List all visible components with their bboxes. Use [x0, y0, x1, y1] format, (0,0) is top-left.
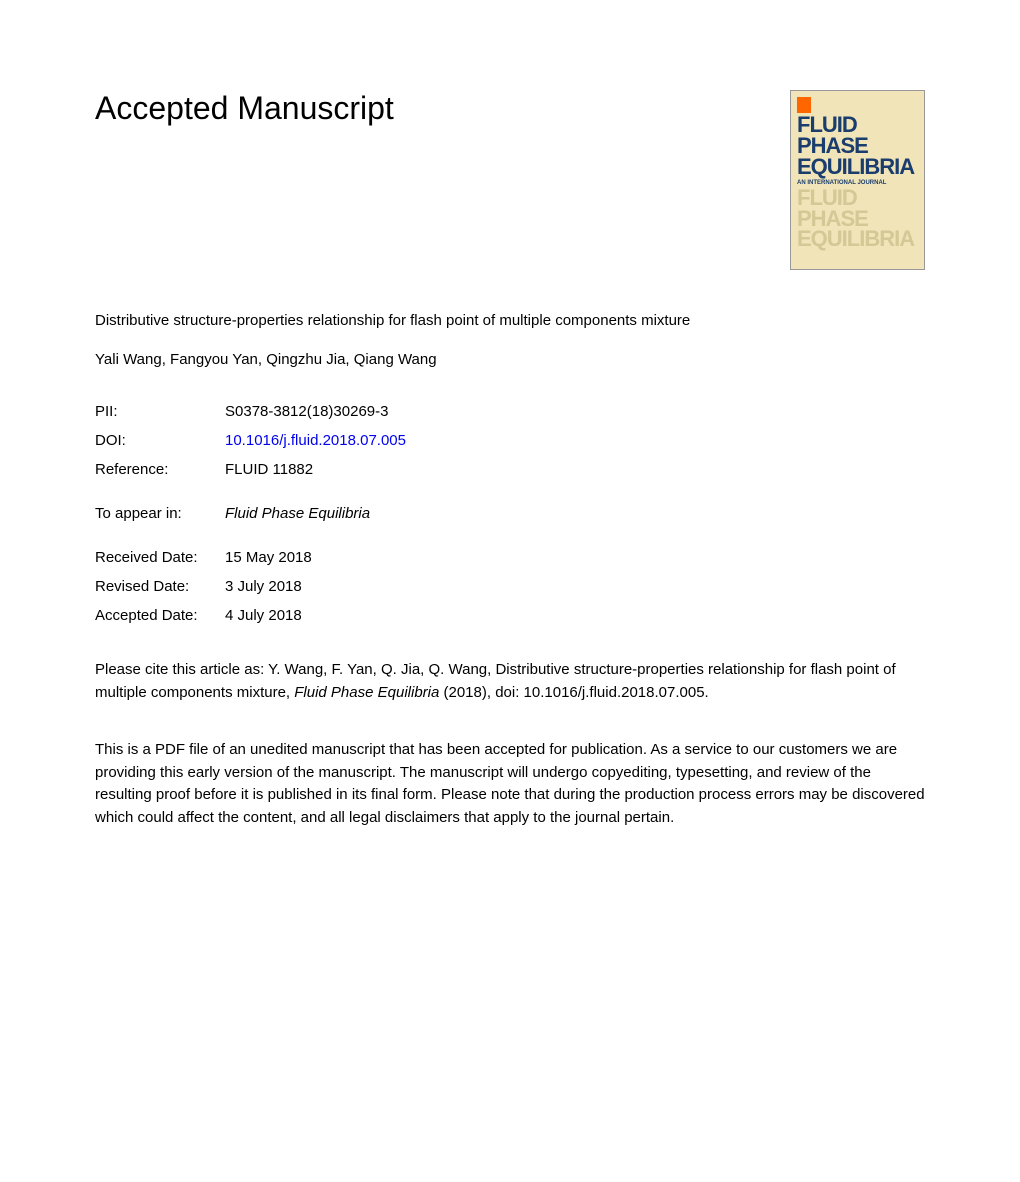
journal-cover: FLUID PHASE EQUILIBRIA AN INTERNATIONAL …	[790, 90, 925, 270]
pii-value: S0378-3812(18)30269-3	[225, 403, 388, 420]
meta-row-revised: Revised Date: 3 July 2018	[95, 578, 925, 595]
header-row: Accepted Manuscript FLUID PHASE EQUILIBR…	[95, 90, 925, 270]
cover-shadow-1: FLUID PHASE	[797, 188, 918, 230]
revised-value: 3 July 2018	[225, 578, 302, 595]
received-value: 15 May 2018	[225, 549, 312, 566]
received-label: Received Date:	[95, 549, 225, 566]
doi-label: DOI:	[95, 432, 225, 449]
accepted-label: Accepted Date:	[95, 607, 225, 624]
meta-row-received: Received Date: 15 May 2018	[95, 549, 925, 566]
cover-shadow-2: EQUILIBRIA	[797, 229, 918, 250]
citation-text: Please cite this article as: Y. Wang, F.…	[95, 659, 925, 704]
page-heading: Accepted Manuscript	[95, 90, 394, 127]
meta-row-pii: PII: S0378-3812(18)30269-3	[95, 403, 925, 420]
meta-row-doi: DOI: 10.1016/j.fluid.2018.07.005	[95, 432, 925, 449]
meta-row-appear: To appear in: Fluid Phase Equilibria	[95, 505, 925, 522]
citation-suffix: (2018), doi: 10.1016/j.fluid.2018.07.005…	[439, 684, 708, 701]
reference-value: FLUID 11882	[225, 461, 313, 478]
elsevier-logo-icon	[797, 97, 811, 113]
metadata-table: PII: S0378-3812(18)30269-3 DOI: 10.1016/…	[95, 403, 925, 624]
article-title: Distributive structure-properties relati…	[95, 310, 735, 331]
doi-link[interactable]: 10.1016/j.fluid.2018.07.005	[225, 432, 406, 449]
revised-label: Revised Date:	[95, 578, 225, 595]
appear-label: To appear in:	[95, 505, 225, 522]
meta-row-reference: Reference: FLUID 11882	[95, 461, 925, 478]
accepted-value: 4 July 2018	[225, 607, 302, 624]
pii-label: PII:	[95, 403, 225, 420]
appear-value: Fluid Phase Equilibria	[225, 505, 370, 522]
cover-title-1: FLUID PHASE	[797, 115, 918, 157]
cover-title-2: EQUILIBRIA	[797, 157, 918, 178]
cover-top	[797, 97, 918, 113]
meta-row-accepted: Accepted Date: 4 July 2018	[95, 607, 925, 624]
reference-label: Reference:	[95, 461, 225, 478]
citation-journal: Fluid Phase Equilibria	[294, 684, 439, 701]
authors: Yali Wang, Fangyou Yan, Qingzhu Jia, Qia…	[95, 351, 925, 368]
disclaimer-text: This is a PDF file of an unedited manusc…	[95, 739, 925, 829]
